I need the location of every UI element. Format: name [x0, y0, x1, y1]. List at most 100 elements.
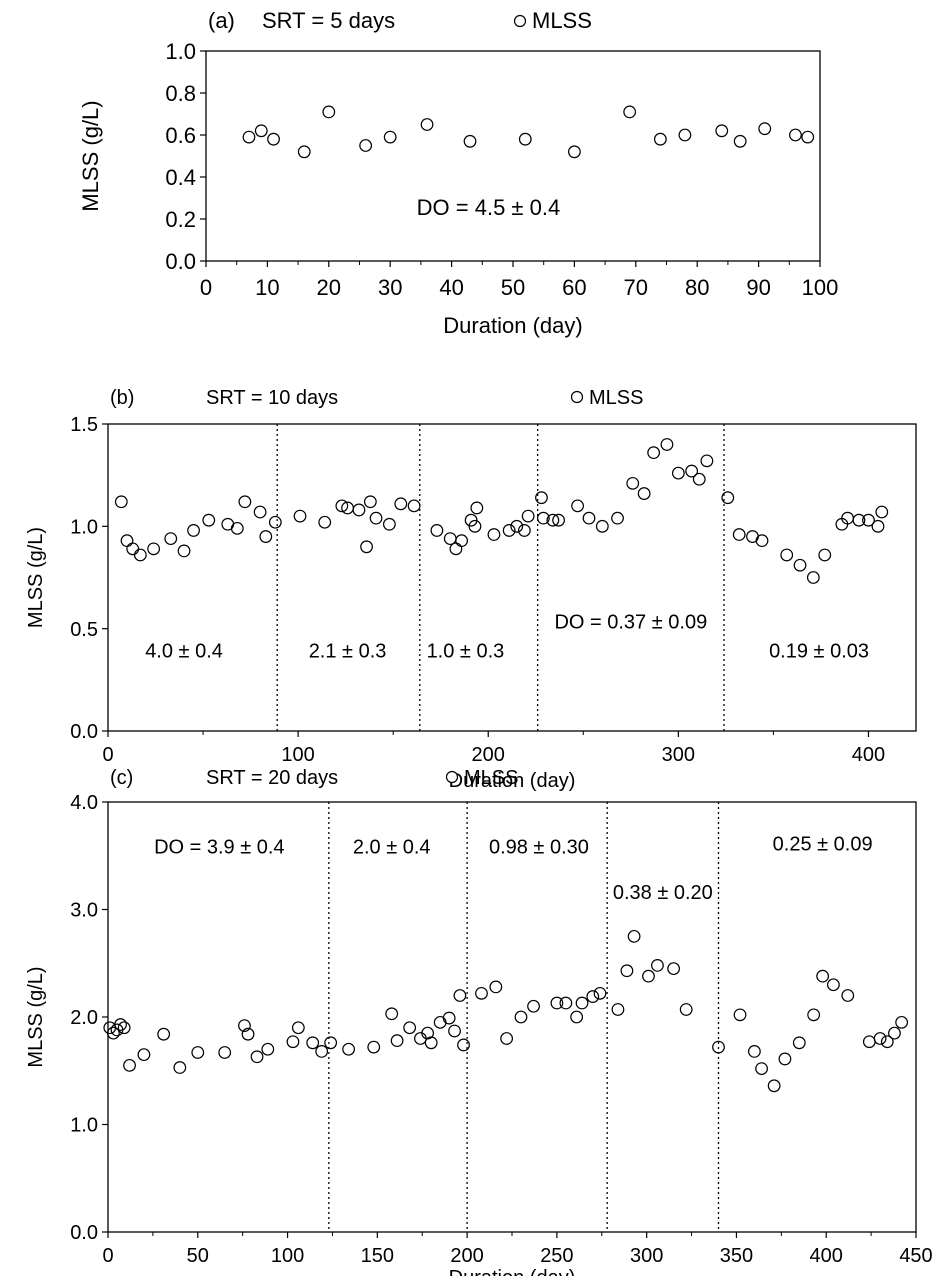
- plot-frame: [107, 423, 917, 732]
- do-annotation: 1.0 ± 0.3: [427, 640, 505, 662]
- data-point: [191, 1046, 205, 1059]
- data-point: [880, 1035, 894, 1049]
- data-point: [241, 1027, 255, 1041]
- data-point: [595, 519, 609, 533]
- data-point: [470, 501, 484, 515]
- data-point: [582, 511, 596, 525]
- x-axis-title: Duration (day): [449, 770, 576, 792]
- data-point: [352, 503, 366, 517]
- data-point: [342, 1042, 356, 1056]
- data-point: [611, 511, 624, 525]
- data-point: [367, 1040, 381, 1054]
- x-tick-label: 350: [720, 1245, 753, 1267]
- data-point: [521, 509, 535, 523]
- data-point: [133, 548, 147, 562]
- x-tick-label: 100: [281, 744, 314, 766]
- data-point: [202, 513, 216, 527]
- data-point: [789, 128, 802, 142]
- data-point: [187, 524, 200, 537]
- x-tick-label: 300: [662, 744, 695, 766]
- data-point: [546, 513, 560, 527]
- data-point: [816, 969, 830, 983]
- y-axis-title: MLSS (g/L): [78, 100, 103, 211]
- y-tick-label: 0.0: [70, 1222, 98, 1244]
- y-tick-label: 1.0: [70, 1115, 98, 1137]
- data-point: [667, 962, 680, 976]
- do-annotation: 0.38 ± 0.20: [613, 882, 713, 904]
- data-point: [767, 1079, 781, 1093]
- y-tick-label: 4.0: [70, 792, 98, 814]
- data-point: [692, 472, 706, 486]
- data-point: [424, 1036, 438, 1050]
- y-tick-label: 3.0: [70, 900, 98, 922]
- data-point: [360, 540, 373, 554]
- legend-marker-icon: [570, 390, 584, 404]
- data-point: [895, 1015, 909, 1029]
- data-point: [570, 1010, 584, 1024]
- data-point: [527, 999, 540, 1013]
- x-tick-label: 0: [200, 275, 212, 300]
- data-point: [514, 1010, 528, 1024]
- data-point: [322, 105, 336, 119]
- x-tick-label: 400: [852, 744, 885, 766]
- do-annotation: 2.1 ± 0.3: [309, 640, 387, 662]
- data-point: [475, 986, 488, 1000]
- data-point: [297, 145, 311, 159]
- data-point: [449, 542, 463, 556]
- x-tick-label: 70: [624, 275, 648, 300]
- x-tick-label: 100: [802, 275, 839, 300]
- data-point: [552, 513, 565, 527]
- data-point: [106, 1026, 120, 1040]
- data-point: [637, 487, 651, 500]
- data-point: [250, 1050, 264, 1064]
- data-point: [147, 542, 161, 556]
- data-point: [818, 548, 832, 562]
- x-tick-label: 50: [187, 1245, 209, 1267]
- data-point: [114, 495, 128, 509]
- data-point: [286, 1035, 300, 1049]
- data-point: [792, 1036, 806, 1050]
- data-point: [268, 515, 282, 529]
- y-tick-label: 0.4: [165, 165, 196, 190]
- y-tick-label: 2.0: [70, 1007, 98, 1029]
- panel-label: (a): [208, 8, 235, 33]
- data-point: [468, 519, 482, 533]
- data-point: [806, 571, 820, 584]
- data-point: [385, 1007, 399, 1021]
- chart-panel-c: 0.0 1.0 2.0 3.0 4.0 0 50 100 150 200 250 300 350 400 4…: [25, 767, 933, 1276]
- data-point: [841, 989, 855, 1002]
- x-tick-label: 50: [501, 275, 525, 300]
- data-point: [671, 466, 685, 480]
- data-point: [369, 511, 383, 525]
- y-axis-title: MLSS (g/L): [25, 966, 47, 1067]
- data-point: [559, 996, 573, 1010]
- x-tick-label: 400: [810, 1245, 843, 1267]
- data-point: [647, 446, 661, 460]
- data-point: [137, 1048, 151, 1062]
- x-axis-title: Duration (day): [443, 313, 582, 338]
- y-tick-label: 1.5: [70, 414, 98, 436]
- data-point: [733, 134, 747, 148]
- srt-label: SRT = 20 days: [206, 767, 338, 789]
- x-tick-label: 30: [378, 275, 402, 300]
- x-tick-label: 90: [746, 275, 770, 300]
- data-point: [807, 1008, 821, 1022]
- data-point: [403, 1021, 417, 1035]
- legend-label: MLSS: [464, 767, 518, 789]
- y-tick-label: 0.0: [165, 249, 196, 274]
- data-point: [335, 499, 349, 513]
- do-annotation: 2.0 ± 0.4: [353, 837, 431, 859]
- data-point: [463, 134, 477, 148]
- data-point: [626, 476, 640, 490]
- data-point: [359, 139, 373, 152]
- data-point: [827, 978, 840, 992]
- x-tick-label: 200: [450, 1245, 483, 1267]
- data-point: [487, 528, 501, 541]
- data-point: [653, 132, 667, 146]
- data-point: [517, 524, 531, 537]
- data-point: [550, 996, 564, 1010]
- data-point: [758, 122, 772, 136]
- data-point: [593, 986, 607, 1000]
- data-point: [801, 130, 815, 144]
